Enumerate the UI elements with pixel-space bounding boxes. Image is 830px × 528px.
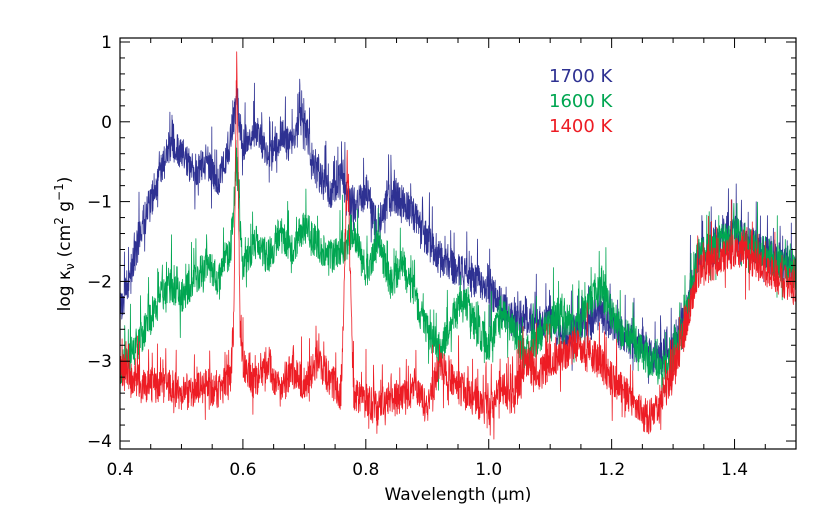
- y-axis-title-subscript: ν: [63, 263, 77, 270]
- legend: 1700 K 1600 K 1400 K: [549, 66, 614, 137]
- y-axis-title-units: (cm: [55, 225, 75, 258]
- y-axis-title: log κν (cm2 g−1): [52, 177, 77, 312]
- legend-entry-1600k: 1600 K: [549, 91, 614, 112]
- legend-entry-1400k: 1400 K: [549, 116, 614, 137]
- x-tick-label: 0.8: [352, 460, 379, 480]
- x-tick-label: 0.6: [229, 460, 256, 480]
- series-layer: [119, 51, 797, 440]
- x-tick-labels: 0.4 0.6 0.8 1.0 1.2 1.4: [106, 460, 748, 480]
- ticks-layer: [119, 38, 797, 449]
- y-tick-label: −3: [87, 352, 112, 372]
- y-tick-label: 0: [101, 113, 112, 133]
- series-line-1700k: [119, 78, 797, 384]
- y-tick-label: 1: [101, 33, 112, 53]
- y-tick-label: −1: [87, 193, 112, 213]
- y-axis-title-units-post: ): [55, 177, 75, 184]
- series-line-1400k: [119, 51, 797, 440]
- x-axis-title: Wavelength (μm): [385, 485, 532, 505]
- y-tick-labels: −4 −3 −2 −1 0 1: [87, 33, 112, 452]
- y-axis-title-units-mid: g: [55, 201, 75, 217]
- x-tick-label: 1.2: [598, 460, 625, 480]
- y-axis-title-main: log κ: [55, 270, 75, 311]
- x-tick-label: 1.0: [475, 460, 502, 480]
- x-tick-label: 0.4: [106, 460, 133, 480]
- x-tick-label: 1.4: [721, 460, 748, 480]
- y-axis-title-units-sup2: −1: [52, 183, 66, 201]
- y-tick-label: −4: [87, 432, 112, 452]
- y-tick-label: −2: [87, 272, 112, 292]
- y-axis-title-units-sup1: 2: [52, 217, 66, 225]
- legend-entry-1700k: 1700 K: [549, 66, 614, 87]
